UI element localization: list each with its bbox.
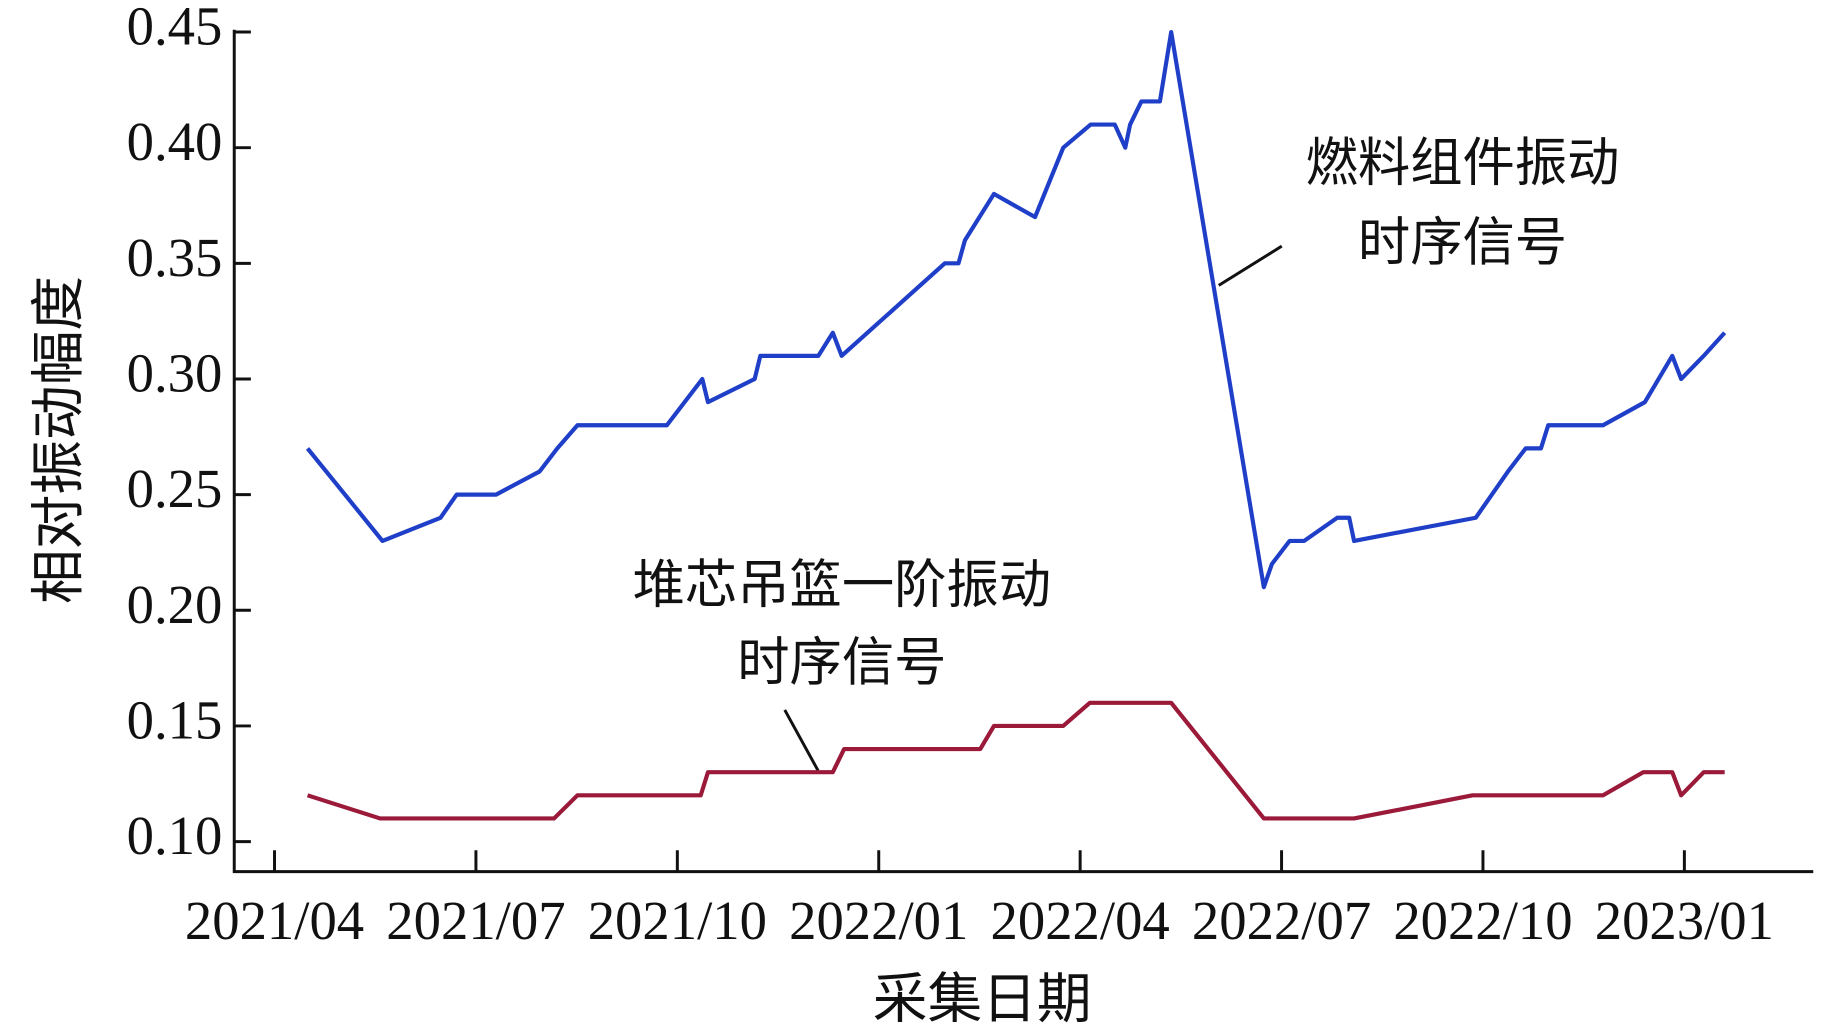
x-tick-label: 2021/04 — [185, 890, 364, 951]
x-tick-label: 2021/10 — [588, 890, 767, 951]
x-tick-label: 2022/07 — [1192, 890, 1371, 951]
y-axis-label: 相对振动幅度 — [26, 276, 90, 604]
y-tick-label: 0.40 — [127, 111, 223, 172]
y-tick-label: 0.15 — [127, 689, 223, 750]
series-line — [306, 700, 1725, 821]
x-tick-label: 2022/01 — [789, 890, 968, 951]
axes — [232, 29, 1814, 874]
y-tick-label: 0.30 — [127, 343, 223, 404]
y-tick-label: 0.35 — [127, 227, 223, 288]
leader-line — [783, 709, 820, 772]
y-tick-label: 0.10 — [127, 805, 223, 866]
series-line — [305, 29, 1727, 590]
annotation: 燃料组件振动 — [1306, 132, 1620, 193]
x-tick-label: 2022/10 — [1393, 890, 1572, 951]
y-tick-label: 0.25 — [127, 458, 223, 519]
x-tick-label: 2021/07 — [386, 890, 565, 951]
annotation: 堆芯吊篮一阶振动 — [633, 555, 1051, 616]
annotation: 时序信号 — [1358, 212, 1567, 273]
x-tick-label: 2022/04 — [991, 890, 1170, 951]
y-tick-label: 0.20 — [127, 574, 223, 635]
x-tick-label: 2023/01 — [1595, 890, 1774, 951]
annotation: 时序信号 — [737, 632, 946, 693]
y-tick-label: 0.45 — [127, 0, 223, 57]
leader-line — [1217, 244, 1283, 287]
x-axis-label: 采集日期 — [873, 967, 1092, 1031]
